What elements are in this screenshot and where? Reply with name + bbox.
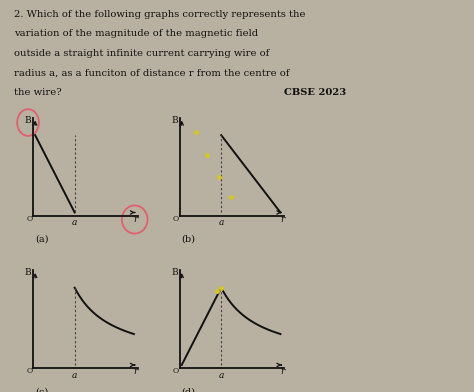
Text: B: B — [171, 116, 178, 125]
Text: (d): (d) — [182, 387, 196, 392]
Text: B: B — [171, 268, 178, 277]
Text: B: B — [25, 268, 31, 277]
Text: 2. Which of the following graphs correctly represents the: 2. Which of the following graphs correct… — [14, 10, 306, 19]
Text: O: O — [173, 215, 179, 223]
Text: the wire?: the wire? — [14, 88, 62, 97]
Text: (a): (a) — [35, 235, 49, 244]
Text: a: a — [219, 218, 224, 227]
Text: B: B — [25, 116, 31, 125]
Text: O: O — [26, 367, 32, 376]
Text: (c): (c) — [35, 387, 48, 392]
Text: (b): (b) — [182, 235, 196, 244]
Text: radius a, as a funciton of distance r from the centre of: radius a, as a funciton of distance r fr… — [14, 69, 290, 78]
Text: O: O — [26, 215, 32, 223]
Text: r: r — [134, 214, 138, 223]
Text: variation of the magnitude of the magnetic field: variation of the magnitude of the magnet… — [14, 29, 258, 38]
Text: a: a — [219, 370, 224, 379]
Text: a: a — [72, 218, 77, 227]
Text: O: O — [173, 367, 179, 376]
Text: a: a — [72, 370, 77, 379]
Text: r: r — [134, 367, 138, 376]
Text: r: r — [280, 214, 284, 223]
Text: CBSE 2023: CBSE 2023 — [284, 88, 346, 97]
Text: r: r — [280, 367, 284, 376]
Text: outside a straight infinite current carrying wire of: outside a straight infinite current carr… — [14, 49, 270, 58]
